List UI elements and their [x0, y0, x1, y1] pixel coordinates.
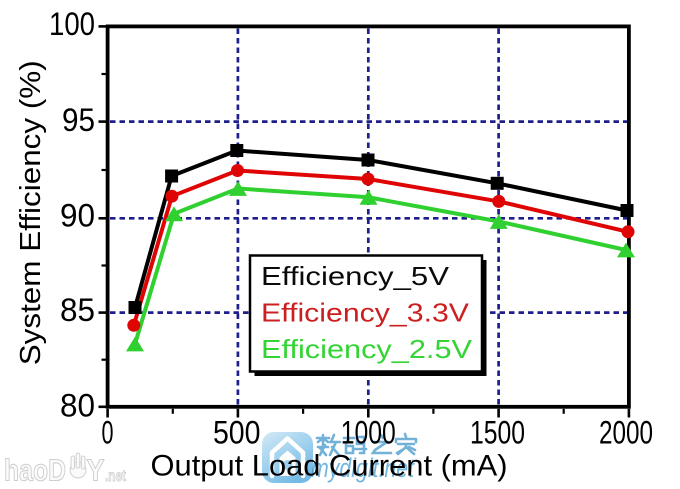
svg-text:90: 90 [60, 197, 95, 233]
svg-text:Efficiency_3.3V: Efficiency_3.3V [261, 298, 470, 328]
svg-text:100: 100 [49, 6, 95, 42]
svg-text:85: 85 [60, 292, 95, 328]
svg-text:Y: Y [87, 453, 105, 488]
svg-text:mydigit.net: mydigit.net [311, 453, 415, 483]
svg-text:Efficiency_2.5V: Efficiency_2.5V [261, 334, 473, 364]
svg-text:Efficiency_5V: Efficiency_5V [261, 261, 450, 291]
svg-text:System Efficiency (%): System Efficiency (%) [15, 60, 47, 365]
svg-text:.net: .net [105, 468, 126, 485]
svg-text:1500: 1500 [470, 415, 525, 451]
svg-text:0: 0 [102, 415, 114, 451]
svg-text:500: 500 [213, 415, 261, 451]
svg-text:1000: 1000 [341, 415, 396, 451]
svg-text:95: 95 [62, 102, 95, 138]
svg-text:haoD: haoD [4, 453, 66, 488]
svg-text:80: 80 [60, 388, 95, 424]
svg-text:2000: 2000 [599, 415, 653, 451]
